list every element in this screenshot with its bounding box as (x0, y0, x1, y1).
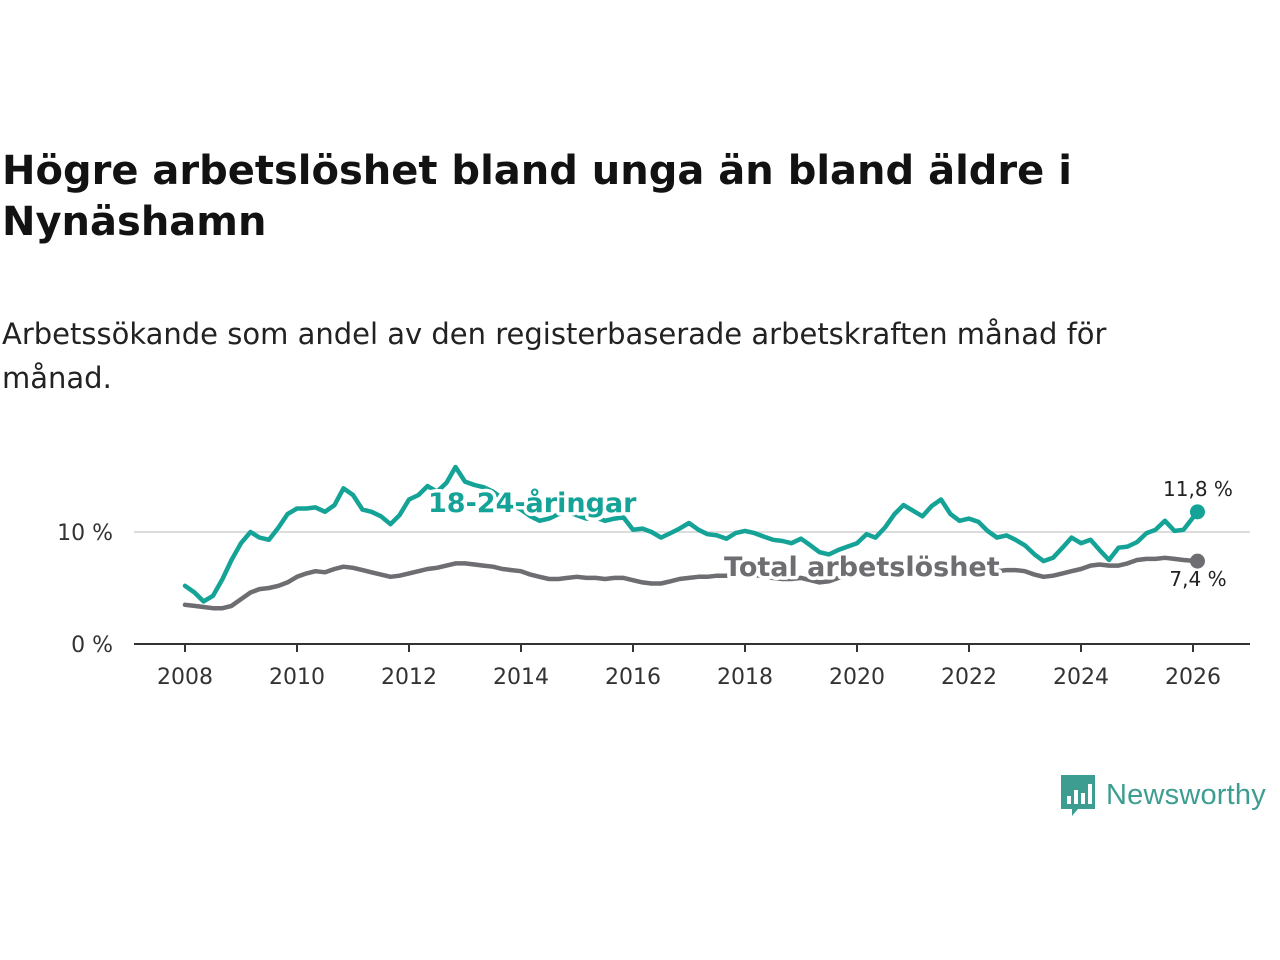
x-tick-label: 2024 (1053, 665, 1109, 690)
end-value-label-total: 7,4 % (1169, 567, 1226, 591)
series-end-point-youth (1189, 504, 1205, 520)
x-tick-label: 2012 (381, 665, 437, 690)
x-tick-label: 2026 (1165, 665, 1221, 690)
x-tick-label: 2016 (605, 665, 661, 690)
line-chart: 0 % 10 % 2008 2010 2012 2014 2016 2018 2020 2022 2… (57, 464, 1250, 690)
y-tick-label: 0 % (71, 633, 113, 658)
x-tick-label: 2018 (717, 665, 773, 690)
series-line-youth (182, 464, 1200, 604)
series-end-point-total (1189, 553, 1205, 569)
newsworthy-logo-icon (1061, 775, 1095, 816)
series-label-total-halo: Total arbetslöshet (724, 552, 1000, 583)
y-tick-label: 10 % (57, 521, 113, 546)
x-tick-label: 2014 (493, 665, 549, 690)
x-tick-label: 2020 (829, 665, 885, 690)
end-value-label-youth: 11,8 % (1163, 477, 1233, 501)
chart-title: Högre arbetslöshet bland unga än bland ä… (2, 148, 1072, 245)
x-tick-label: 2008 (157, 665, 213, 690)
series-lines (182, 464, 1205, 611)
x-tick-label: 2022 (941, 665, 997, 690)
series-label-youth-halo: 18-24-åringar (428, 487, 637, 519)
axes: 0 % 10 % 2008 2010 2012 2014 2016 2018 2020 2022 2… (57, 521, 1250, 690)
series-label-total: Total arbetslöshet (724, 552, 1000, 583)
newsworthy-logo[interactable]: Newsworthy (1058, 772, 1266, 818)
newsworthy-logo-text: Newsworthy (1106, 778, 1266, 811)
series-label-youth: 18-24-åringar (428, 487, 637, 519)
series-line-total (182, 555, 1200, 611)
x-tick-label: 2010 (269, 665, 325, 690)
chart-subtitle: Arbetssökande som andel av den registerb… (2, 317, 1107, 395)
